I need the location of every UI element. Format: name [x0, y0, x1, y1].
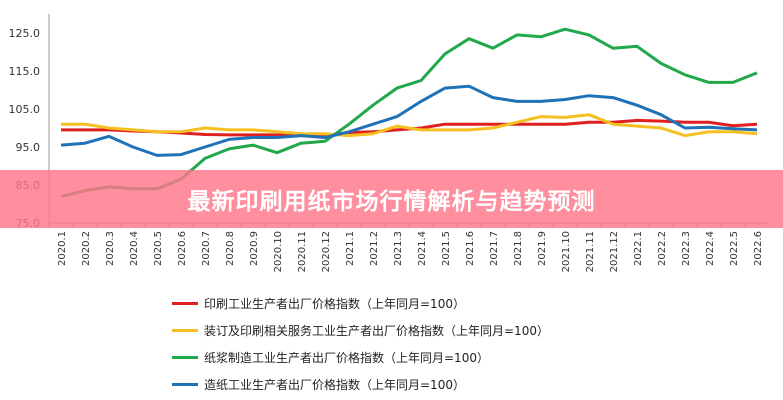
x-tick-label: 2022.4 [705, 231, 716, 266]
x-tick-label: 2021.2 [369, 231, 380, 266]
y-tick-label: 105.0 [9, 103, 41, 116]
x-tick-label: 2021.5 [441, 231, 452, 266]
x-tick-label: 2021.1 [345, 231, 356, 266]
x-tick-label: 2020.9 [249, 231, 260, 266]
x-tick-label: 2021.7 [489, 231, 500, 266]
legend-swatch [172, 356, 198, 359]
y-tick-label: 115.0 [9, 65, 41, 78]
legend: 印刷工业生产者出厂价格指数（上年同月=100） 装订及印刷相关服务工业生产者出厂价… [172, 290, 549, 398]
x-tick-label: 2020.5 [153, 231, 164, 266]
x-tick-label: 2020.8 [225, 231, 236, 266]
legend-label: 纸浆制造工业生产者出厂价格指数（上年同月=100） [204, 351, 489, 365]
legend-label: 造纸工业生产者出厂价格指数（上年同月=100） [204, 378, 465, 392]
x-tick-label: 2020.10 [273, 231, 284, 272]
x-tick-label: 2022.6 [753, 231, 764, 266]
legend-swatch [172, 383, 198, 386]
x-tick-label: 2021.4 [417, 231, 428, 266]
x-tick-label: 2021.9 [537, 231, 548, 266]
x-tick-label: 2020.4 [129, 231, 140, 266]
title-banner: 最新印刷用纸市场行情解析与趋势预测 [0, 170, 783, 228]
legend-label: 装订及印刷相关服务工业生产者出厂价格指数（上年同月=100） [204, 324, 549, 338]
x-tick-label: 2020.3 [105, 231, 116, 266]
x-tick-label: 2021.3 [393, 231, 404, 266]
legend-item: 印刷工业生产者出厂价格指数（上年同月=100） [172, 290, 549, 317]
series-line-3 [60, 84, 758, 157]
x-tick-label: 2020.2 [81, 231, 92, 266]
x-tick-label: 2020.11 [297, 231, 308, 272]
line-chart: 125.0115.0105.095.085.075.02020.12020.22… [9, 14, 769, 272]
x-tick-label: 2021.8 [513, 231, 524, 266]
x-tick-label: 2022.1 [633, 231, 644, 266]
x-tick-label: 2021.10 [561, 231, 572, 272]
x-tick-label: 2020.1 [57, 231, 68, 266]
y-tick-label: 95.0 [16, 141, 41, 154]
legend-swatch [172, 302, 198, 305]
x-tick-label: 2021.6 [465, 231, 476, 266]
legend-swatch [172, 329, 198, 332]
x-tick-label: 2020.6 [177, 231, 188, 266]
x-tick-label: 2021.12 [609, 231, 620, 272]
legend-label: 印刷工业生产者出厂价格指数（上年同月=100） [204, 297, 465, 311]
legend-item: 纸浆制造工业生产者出厂价格指数（上年同月=100） [172, 344, 549, 371]
legend-item: 造纸工业生产者出厂价格指数（上年同月=100） [172, 371, 549, 398]
x-tick-label: 2022.2 [657, 231, 668, 266]
x-tick-label: 2022.5 [729, 231, 740, 266]
y-tick-label: 125.0 [9, 27, 41, 40]
x-tick-label: 2020.7 [201, 231, 212, 266]
x-tick-label: 2022.3 [681, 231, 692, 266]
x-tick-label: 2021.11 [585, 231, 596, 272]
x-tick-label: 2020.12 [321, 231, 332, 272]
legend-item: 装订及印刷相关服务工业生产者出厂价格指数（上年同月=100） [172, 317, 549, 344]
page-title: 最新印刷用纸市场行情解析与趋势预测 [187, 189, 596, 215]
series-line-1 [61, 113, 758, 138]
